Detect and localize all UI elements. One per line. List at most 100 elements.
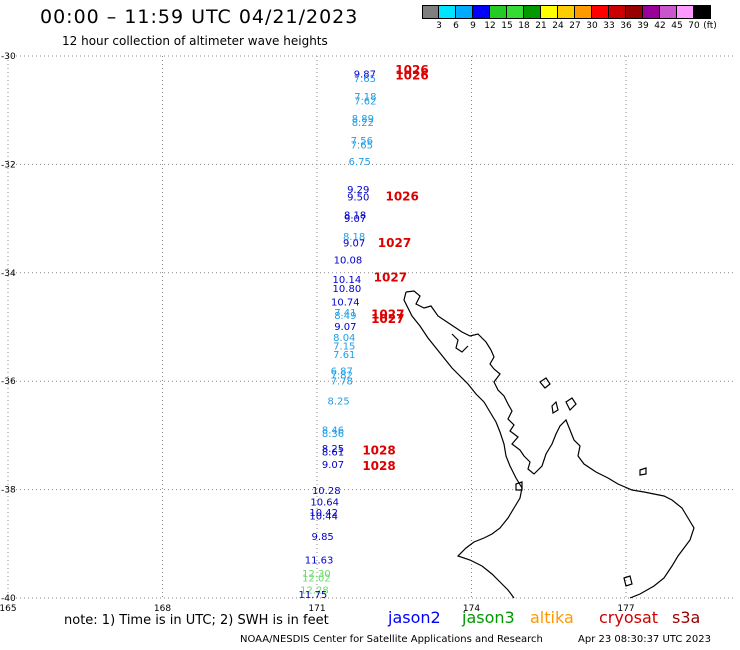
wave-height-label: 10.44 <box>309 512 338 523</box>
pressure-label: 1027 <box>371 312 404 326</box>
wave-height-label: 7.62 <box>354 96 376 107</box>
units-note: note: 1) Time is in UTC; 2) SWH is in fe… <box>64 613 329 628</box>
pressure-label: 1026 <box>395 68 428 82</box>
color-scale-label: 36 <box>620 21 632 31</box>
northland-inlet <box>451 333 469 353</box>
color-scale-cell <box>439 5 456 19</box>
pressure-label: 1028 <box>362 459 395 473</box>
wave-height-label: 8.22 <box>352 118 374 129</box>
pressure-label: 1028 <box>362 443 395 457</box>
wave-height-label: 7.65 <box>354 74 376 85</box>
color-scale-cell <box>660 5 677 19</box>
wave-height-label: 12.28 <box>300 585 329 596</box>
wave-height-label: 11.75 <box>299 590 328 601</box>
longitude-label: 177 <box>617 604 634 614</box>
wave-height-label: 8.18 <box>343 232 365 243</box>
pressure-label: 1027 <box>371 307 404 321</box>
wave-height-label: 7.41 <box>334 308 356 319</box>
bay-of-plenty-island <box>639 467 647 476</box>
longitude-label: 171 <box>308 604 325 614</box>
wave-height-label: 8.89 <box>352 114 374 125</box>
longitude-label: 168 <box>154 604 171 614</box>
color-scale-cell <box>473 5 490 19</box>
wave-height-label: 9.07 <box>343 238 365 249</box>
wave-height-label: 7.18 <box>354 92 376 103</box>
legend-item-altika: altika <box>530 608 574 627</box>
wave-height-label: 8.49 <box>334 311 356 322</box>
wave-height-label: 7.56 <box>351 136 373 147</box>
color-scale-unit: (ft) <box>703 21 717 31</box>
wave-height-label: 8.25 <box>327 397 349 408</box>
wave-height-label: 9.85 <box>312 532 334 543</box>
wave-height-label: 8.36 <box>322 429 344 440</box>
color-scale-label: 21 <box>535 21 547 31</box>
color-scale-cell <box>626 5 643 19</box>
color-scale-cell <box>677 5 694 19</box>
coromandel-island <box>551 400 559 414</box>
latitude-label: -36 <box>1 377 16 387</box>
color-scale-label: 33 <box>603 21 615 31</box>
color-scale-label: 30 <box>586 21 598 31</box>
wave-height-label: 8.46 <box>322 425 344 436</box>
graticule: 165 168 171 174 177 -30 -32 -34 -36 -38 -40 <box>0 52 735 614</box>
wave-height-label: 6.75 <box>349 157 371 168</box>
map-subtitle: 12 hour collection of altimeter wave hei… <box>62 34 328 48</box>
longitude-label: 174 <box>463 604 480 614</box>
coastline <box>403 290 695 599</box>
color-scale-label: 42 <box>654 21 666 31</box>
legend-item-cryosat: cryosat <box>599 608 659 627</box>
wave-height-label: 9.07 <box>334 322 356 333</box>
wave-height-label: 10.42 <box>309 508 338 519</box>
wave-height-label: 10.28 <box>312 486 341 497</box>
wave-height-label: 11.63 <box>305 556 334 567</box>
legend-item-jason3: jason3 <box>462 608 515 627</box>
wave-height-label: 9.07 <box>344 214 366 225</box>
color-scale-cell <box>422 5 439 19</box>
map-title: 00:00 – 11:59 UTC 04/21/2023 <box>40 6 359 28</box>
observation-layer: 9.877.657.187.628.898.227.567.656.759.29… <box>299 69 377 601</box>
latitude-label: -32 <box>1 160 16 170</box>
wave-height-label: 9.29 <box>347 185 369 196</box>
color-scale-cell <box>456 5 473 19</box>
wave-height-label: 7.78 <box>331 377 353 388</box>
wave-height-label: 12.30 <box>302 569 331 580</box>
wave-height-label: 10.08 <box>334 255 363 266</box>
wave-height-label: 6.87 <box>331 366 353 377</box>
kawhia-inlet <box>515 481 523 491</box>
wave-height-label: 7.82 <box>331 371 353 382</box>
wave-height-label: 7.61 <box>333 350 355 361</box>
color-scale-cell <box>490 5 507 19</box>
wave-height-label: 8.04 <box>333 333 355 344</box>
north-island-coastline <box>405 290 695 599</box>
color-scale-label: 45 <box>671 21 683 31</box>
white-island <box>623 575 633 587</box>
color-scale-cell <box>507 5 524 19</box>
wave-height-label: 9.07 <box>322 460 344 471</box>
latitude-label: -38 <box>1 486 16 496</box>
wave-height-label: 10.64 <box>310 498 339 509</box>
color-scale-label: 24 <box>552 21 564 31</box>
generated-timestamp: Apr 23 08:30:37 UTC 2023 <box>578 634 711 645</box>
longitude-label: 165 <box>0 604 17 614</box>
color-scale-label: 3 <box>436 21 442 31</box>
color-scale-cell <box>643 5 660 19</box>
color-scale-cell <box>592 5 609 19</box>
legend-item-s3a: s3a <box>672 608 701 627</box>
wave-height-label: 10.14 <box>333 275 362 286</box>
color-scale-label: 39 <box>637 21 649 31</box>
great-barrier-island <box>565 397 577 412</box>
color-scale-label: 27 <box>569 21 581 31</box>
latitude-label: -30 <box>1 52 16 62</box>
north-island-west-coast <box>403 291 523 599</box>
color-scale-label: 12 <box>484 21 496 31</box>
color-scale-cell <box>575 5 592 19</box>
color-scale-label: 70 <box>688 21 700 31</box>
color-scale-cell <box>541 5 558 19</box>
hauraki-gulf-islands <box>539 377 551 389</box>
color-scale-cell <box>524 5 541 19</box>
color-scale-label: 18 <box>518 21 530 31</box>
wave-height-label: 9.87 <box>354 69 376 80</box>
wave-height-label: 8.25 <box>322 444 344 455</box>
color-scale-label: 9 <box>470 21 476 31</box>
color-scale-label: 6 <box>453 21 459 31</box>
